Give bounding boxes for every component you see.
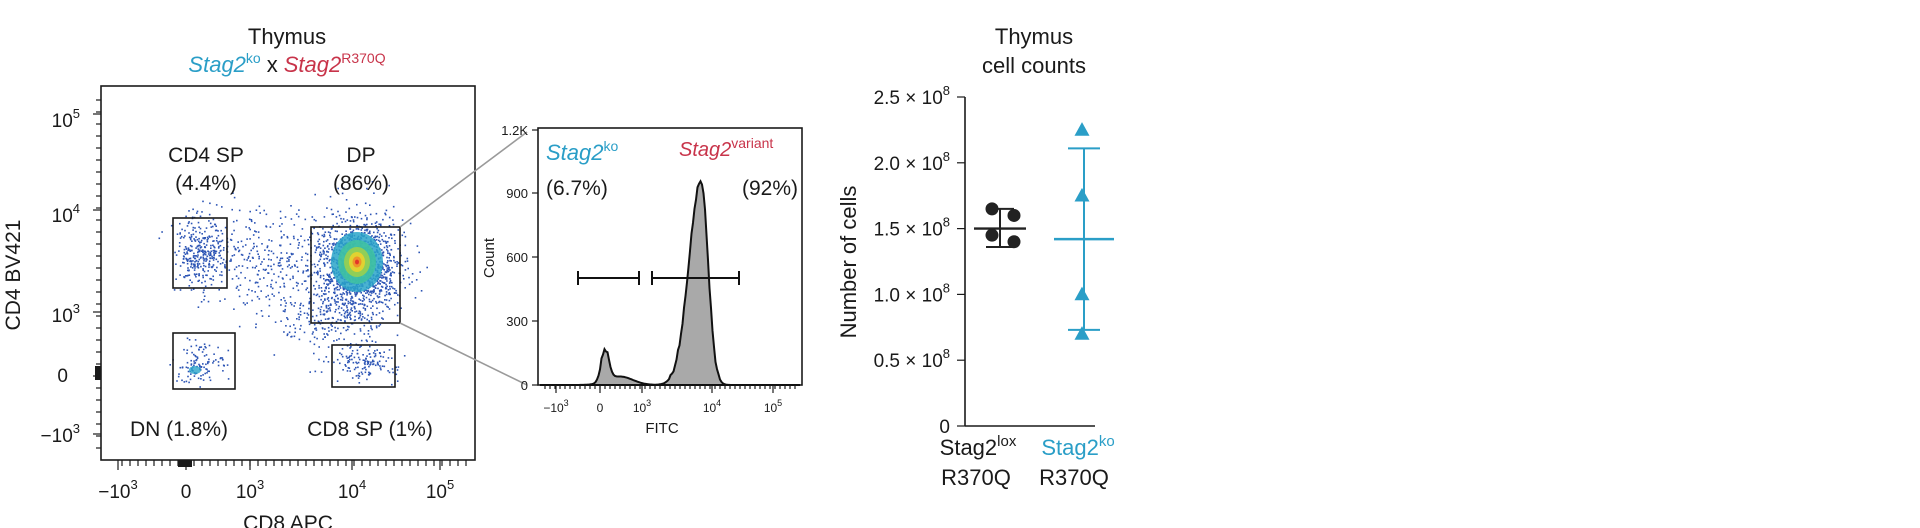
flow-plot-frame (100, 85, 476, 461)
histogram-area (540, 179, 800, 386)
flow-title: Thymus (248, 24, 326, 49)
gate-label-cd4sp: CD4 SP (168, 144, 244, 167)
gate-label-dn: DN (1.8%) (130, 418, 228, 441)
flow-y-axis: 105 104 103 0 −103 (41, 106, 101, 447)
hist-x-axis: −103 0 103 104 105 (543, 385, 796, 415)
hist-ytick-900: 900 (506, 186, 528, 201)
flow-ytick-neg1e3: −103 (41, 421, 80, 447)
flow-xtick-1e5: 105 (426, 477, 454, 503)
counts-cat-lox-line2: R370Q (941, 465, 1011, 490)
counts-point-circle (1007, 235, 1021, 249)
hist-xtick-neg1e3: −103 (543, 398, 568, 415)
flow-scatter-panel: Thymus Stag2ko x Stag2R370Q CD4 SP (4.4%) … (2, 24, 528, 528)
counts-point-circle (1007, 208, 1021, 222)
counts-title-line1: Thymus (995, 24, 1073, 49)
flow-y-label: CD4 BV421 (2, 220, 25, 331)
hist-xtick-1e5: 105 (764, 398, 782, 415)
flow-xtick-1e4: 104 (338, 477, 366, 503)
counts-point-circle (985, 202, 999, 216)
flow-x-axis: −103 0 103 104 105 (96, 99, 467, 503)
hist-pct-ko: (6.7%) (546, 177, 608, 200)
hist-xtick-0: 0 (597, 401, 604, 415)
hist-label-ko: Stag2ko (546, 138, 619, 165)
hist-label-variant: Stag2variant (679, 135, 773, 161)
hist-pct-variant: (92%) (742, 177, 798, 200)
flow-xtick-neg1e3: −103 (98, 477, 137, 503)
flow-ytick-1e3: 103 (52, 301, 80, 327)
genotype-variant-sup: R370Q (341, 50, 385, 66)
flow-dots (158, 181, 428, 388)
counts-y-ticks: 0 0.5 × 108 1.0 × 108 1.5 × 108 2.0 × 108 2.5… (874, 83, 965, 438)
counts-cat-lox-line1: Stag2lox (940, 433, 1017, 460)
hist-frame (537, 127, 803, 386)
hist-ytick-600: 600 (506, 250, 528, 265)
genotype-ko: Stag2 (188, 52, 246, 77)
genotype-ko-sup: ko (246, 50, 261, 66)
genotype-sep: x (267, 52, 278, 77)
hist-x-label: FITC (645, 420, 678, 437)
counts-y-label: Number of cells (836, 186, 861, 339)
counts-point-triangle (1074, 326, 1090, 340)
flow-x-label: CD8 APC (243, 512, 333, 528)
flow-ytick-1e4: 104 (52, 201, 80, 227)
gate-label-cd8sp: CD8 SP (1%) (307, 418, 433, 441)
gate-cd8sp (331, 344, 396, 388)
counts-marks (974, 122, 1114, 340)
gate-label-dp: DP (346, 144, 375, 167)
hist-gate-ko (577, 271, 640, 285)
gate-dp (310, 226, 401, 324)
histogram-panel: 1.2K 900 600 300 0 Count −103 0 103 104 … (481, 123, 803, 437)
flow-ytick-0: 0 (57, 366, 68, 387)
hist-xtick-1e3: 103 (633, 398, 651, 415)
gate-pct-dp: (86%) (333, 172, 389, 195)
flow-xtick-1e3: 103 (236, 477, 264, 503)
counts-point-triangle (1074, 122, 1090, 136)
counts-cat-ko-line2: R370Q (1039, 465, 1109, 490)
counts-point-triangle (1074, 286, 1090, 301)
counts-ytick-label: 2.5 × 108 (874, 83, 950, 109)
flow-xtick-0: 0 (181, 482, 192, 503)
flow-genotype: Stag2ko x Stag2R370Q (188, 50, 385, 77)
hist-ytick-300: 300 (506, 314, 528, 329)
gate-pct-cd4sp: (4.4%) (175, 172, 237, 195)
counts-ytick-label: 0.5 × 108 (874, 346, 950, 372)
counts-ytick-label: 2.0 × 108 (874, 149, 950, 175)
connector-top (399, 131, 528, 228)
hist-gate-variant (651, 271, 740, 285)
counts-ytick-label: 0 (939, 417, 950, 438)
counts-point-triangle (1074, 187, 1090, 202)
counts-cat-ko-line1: Stag2ko (1041, 433, 1114, 460)
flow-ytick-1e5: 105 (52, 106, 80, 132)
hist-y-axis: 1.2K 900 600 300 0 (501, 123, 538, 393)
hist-y-label: Count (481, 237, 498, 278)
counts-ytick-label: 1.5 × 108 (874, 215, 950, 241)
genotype-variant: Stag2 (284, 52, 342, 77)
hist-ytick-1200: 1.2K (501, 123, 528, 138)
counts-title-line2: cell counts (982, 53, 1086, 78)
gate-dn (172, 332, 236, 390)
gate-cd4sp (172, 217, 228, 289)
cell-counts-panel: Thymus cell counts 0 0.5 × 108 1.0 × 108 1.… (836, 24, 1115, 490)
counts-ytick-label: 1.0 × 108 (874, 280, 950, 306)
hist-ytick-0: 0 (521, 378, 528, 393)
hist-xtick-1e4: 104 (703, 398, 721, 415)
counts-point-circle (985, 228, 999, 242)
connector-bottom (399, 322, 528, 386)
